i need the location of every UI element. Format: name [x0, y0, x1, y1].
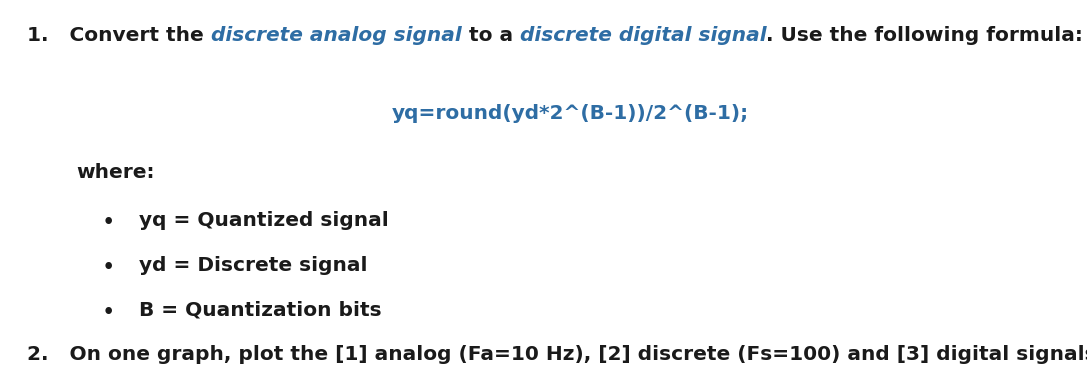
Text: discrete digital signal: discrete digital signal [520, 26, 766, 45]
Text: yq = Quantized signal: yq = Quantized signal [139, 211, 389, 230]
Text: to a: to a [462, 26, 520, 45]
Text: yq=round(yd*2^(B-1))/2^(B-1);: yq=round(yd*2^(B-1))/2^(B-1); [391, 104, 749, 123]
Text: 2.   On one graph, plot the [1] analog (Fa=10 Hz), [2] discrete (Fs=100) and [3]: 2. On one graph, plot the [1] analog (Fa… [27, 345, 1087, 364]
Text: •: • [102, 301, 115, 324]
Text: . Use the following formula:: . Use the following formula: [766, 26, 1084, 45]
Text: discrete analog signal: discrete analog signal [211, 26, 462, 45]
Text: where:: where: [76, 163, 154, 182]
Text: B = Quantization bits: B = Quantization bits [139, 301, 382, 319]
Text: 1.   Convert the: 1. Convert the [27, 26, 211, 45]
Text: •: • [102, 256, 115, 279]
Text: yd = Discrete signal: yd = Discrete signal [139, 256, 367, 275]
Text: •: • [102, 211, 115, 234]
